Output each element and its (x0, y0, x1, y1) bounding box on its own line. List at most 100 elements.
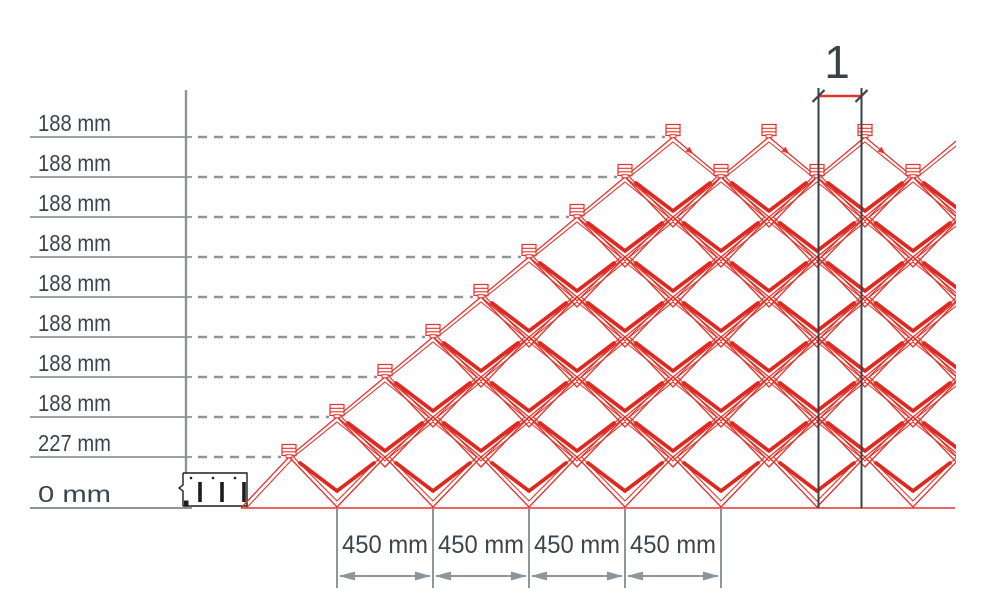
axis-label: 188 mm (38, 270, 111, 296)
cell-v-strip (394, 461, 472, 493)
cell-outer-edge (624, 136, 722, 228)
diamond-cell (672, 336, 770, 428)
diamond-cell (624, 216, 722, 308)
cell-v-strip (874, 301, 952, 333)
diamond-cell (864, 416, 956, 508)
pyramid-pattern (240, 123, 956, 509)
cell-inner-edge (724, 301, 814, 382)
cell-v-strip (682, 221, 760, 253)
cell-v-strip (730, 421, 808, 453)
cell-v-strip (490, 381, 568, 413)
cell-v-strip (730, 261, 808, 293)
arrowhead-right (703, 571, 719, 581)
cell-outer-edge (480, 336, 578, 428)
connector-icon (521, 243, 537, 259)
cell-v-strip (634, 181, 712, 213)
diamond-cell (912, 140, 956, 223)
cell-inner-edge (532, 381, 622, 462)
diamond-cell (576, 416, 674, 508)
bottom-dimension-label: 450 mm (438, 531, 524, 559)
arrowhead-right (607, 571, 623, 581)
dimension-tick (854, 89, 869, 103)
arrowhead-left (531, 571, 547, 581)
cell-v-strip (538, 341, 616, 373)
connector-icon (329, 403, 345, 419)
cell-outer-edge (624, 296, 722, 388)
cell-inner-edge (676, 341, 766, 422)
cell-inner-edge (724, 381, 814, 462)
axis-label: 0 mm (38, 481, 111, 507)
cell-inner-edge (676, 421, 766, 502)
connector-icon (377, 363, 393, 379)
connector-icon (281, 443, 297, 459)
cell-v-strip (346, 421, 424, 453)
cell-v-strip (538, 261, 616, 293)
cell-v-strip (682, 301, 760, 333)
cell-inner-edge (340, 381, 430, 462)
ground-beam-outline (183, 472, 248, 507)
axis-label: 188 mm (38, 390, 111, 416)
diamond-cell (720, 376, 818, 468)
connector-icon (473, 283, 489, 299)
cell-v-strip (586, 381, 664, 413)
cell-outer-edge (288, 416, 386, 508)
diamond-cell (432, 296, 530, 388)
edge-direction-marker (685, 146, 694, 154)
arrowhead-right (415, 571, 431, 581)
cell-inner-edge (916, 385, 956, 457)
cell-outer-edge (672, 256, 770, 348)
cell-inner-edge (580, 421, 670, 502)
cell-inner-edge (820, 381, 910, 462)
cell-inner-edge (532, 301, 622, 382)
connector-icon (425, 323, 441, 339)
cell-v-strip (634, 341, 712, 373)
cell-v-strip (634, 421, 712, 453)
bottom-dimension-label: 450 mm (630, 531, 716, 559)
cell-inner-edge (772, 261, 862, 342)
cell-inner-edge (628, 221, 718, 302)
arrowhead-right (511, 571, 527, 581)
cell-inner-edge (868, 261, 956, 342)
axis-label: 188 mm (38, 350, 111, 376)
axis-label: 188 mm (38, 310, 111, 336)
cell-inner-edge (484, 421, 574, 502)
cell-inner-edge (916, 305, 956, 377)
cell-v-strip (586, 461, 664, 493)
break-line (177, 473, 184, 506)
rebar-dot (189, 476, 193, 480)
cell-outer-edge (768, 336, 866, 428)
cell-v-strip (874, 221, 952, 253)
cell-v-strip (490, 461, 568, 493)
axis-label: 227 mm (38, 430, 111, 456)
cell-outer-edge (624, 376, 722, 468)
edge-direction-marker (877, 146, 886, 154)
cell-outer-edge (672, 176, 770, 268)
cell-v-strip (826, 261, 904, 293)
cell-outer-edge (864, 176, 956, 268)
cell-outer-edge (816, 216, 914, 308)
diamond-cell (720, 296, 818, 388)
diamond-cell (432, 376, 530, 468)
diamond-cell (768, 256, 866, 348)
cell-inner-edge (820, 301, 910, 382)
connector-icon (761, 123, 777, 139)
connector-icon (857, 123, 873, 139)
cell-inner-edge (676, 181, 766, 262)
ground-beam (177, 472, 248, 507)
cell-inner-edge (868, 181, 956, 262)
cell-v-strip (826, 181, 904, 213)
cell-inner-edge (388, 421, 478, 502)
cell-v-strip (778, 221, 856, 253)
cell-inner-edge (628, 301, 718, 382)
cell-outer-edge (480, 256, 578, 348)
diamond-cell (672, 416, 770, 508)
cell-outer-edge (576, 336, 674, 428)
diamond-cell (576, 176, 674, 268)
cell-outer-edge (816, 296, 914, 388)
cell-outer-edge (528, 376, 626, 468)
cell-inner-edge (868, 421, 956, 502)
cell-v-strip (922, 261, 956, 290)
cell-outer-edge (576, 256, 674, 348)
cell-inner-edge (724, 141, 814, 222)
